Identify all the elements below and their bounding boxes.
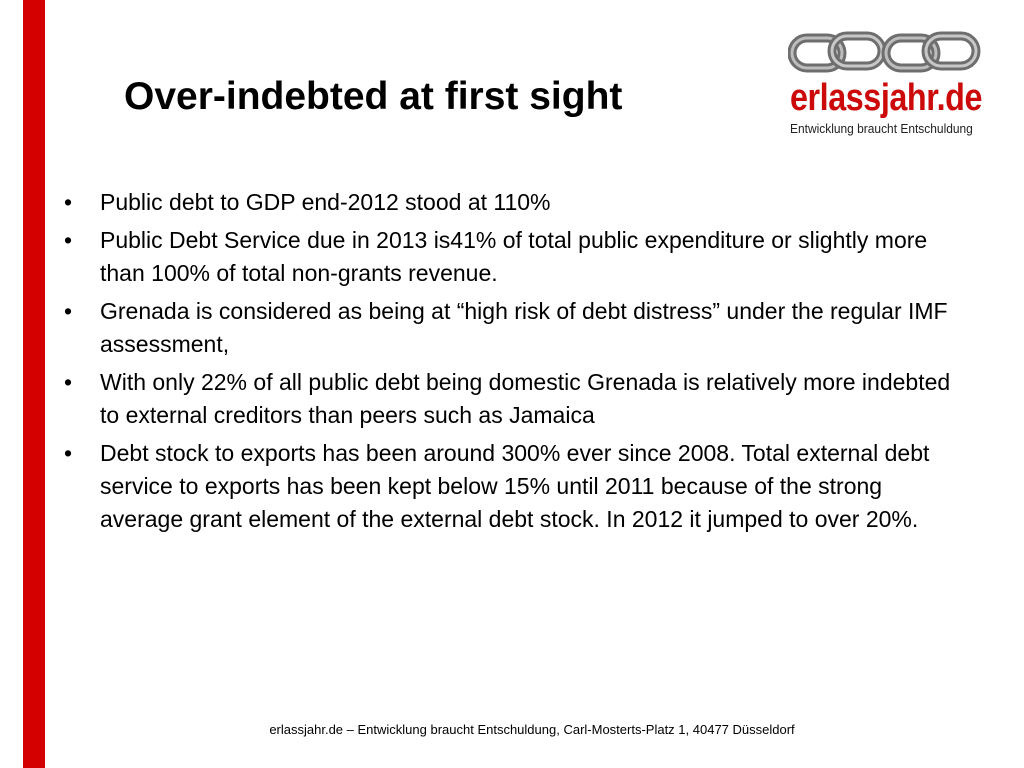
- bullet-dot: •: [63, 189, 73, 215]
- chain-links-icon: [788, 31, 981, 73]
- bullet-text: Public debt to GDP end-2012 stood at 110…: [100, 189, 551, 215]
- bullet-dot: •: [63, 227, 73, 253]
- erlassjahr-logo: erlassjahr.de Entwicklung braucht Entsch…: [778, 28, 996, 140]
- bullet-dot: •: [63, 369, 73, 395]
- logo-tagline: Entwicklung braucht Entschuldung: [790, 121, 973, 136]
- bullet-item: • Debt stock to exports has been around …: [58, 437, 968, 536]
- bullet-dot: •: [63, 298, 73, 324]
- bullet-text: With only 22% of all public debt being d…: [100, 369, 951, 428]
- bullet-text: Grenada is considered as being at “high …: [100, 298, 948, 357]
- bullet-text: Debt stock to exports has been around 30…: [100, 440, 930, 532]
- slide-title: Over-indebted at first sight: [124, 75, 623, 118]
- bullet-item: • With only 22% of all public debt being…: [58, 366, 968, 432]
- bullet-item: • Public Debt Service due in 2013 is41% …: [58, 224, 968, 290]
- bullet-item: • Grenada is considered as being at “hig…: [58, 295, 968, 361]
- bullet-dot: •: [63, 440, 73, 466]
- slide-footer: erlassjahr.de – Entwicklung braucht Ents…: [269, 722, 795, 737]
- bullet-text: Public Debt Service due in 2013 is41% of…: [100, 227, 928, 286]
- bullet-item: • Public debt to GDP end-2012 stood at 1…: [58, 186, 968, 219]
- logo-wordmark: erlassjahr.de: [790, 77, 983, 119]
- red-accent-bar: [23, 0, 45, 768]
- bullet-list: • Public debt to GDP end-2012 stood at 1…: [58, 186, 968, 541]
